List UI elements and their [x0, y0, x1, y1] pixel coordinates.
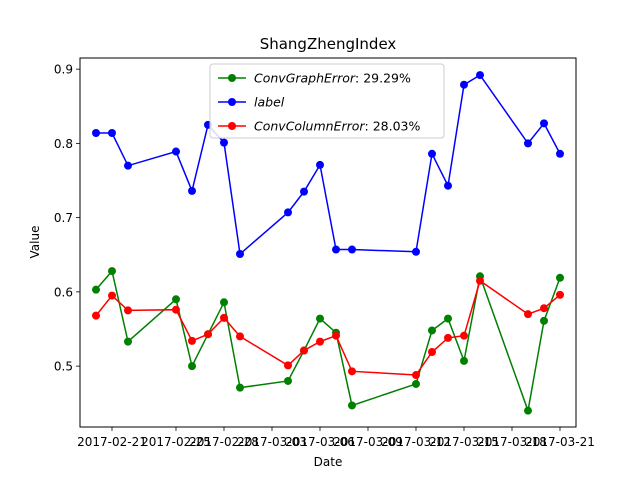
- y-tick-label: 0.8: [54, 137, 73, 151]
- x-tick-label: 2017-03-21: [525, 435, 595, 449]
- data-point: [348, 367, 356, 376]
- data-point: [236, 383, 244, 392]
- legend-item: label: [218, 95, 285, 110]
- x-tick-label: 2017-02-21: [77, 435, 147, 449]
- data-point: [236, 250, 244, 259]
- y-tick-label: 0.6: [54, 285, 73, 299]
- data-point: [172, 147, 180, 156]
- data-point: [108, 128, 116, 137]
- data-point: [444, 181, 452, 190]
- legend: ConvGraphError: 29.29% label ConvColumnErr…: [209, 63, 445, 139]
- data-point: [556, 149, 564, 158]
- y-tick-label: 0.9: [54, 63, 73, 77]
- data-point: [220, 313, 228, 322]
- data-point: [284, 361, 292, 370]
- data-point: [476, 276, 484, 285]
- x-axis-label: Date: [314, 455, 343, 469]
- data-point: [556, 273, 564, 282]
- x-tick-label: 2017-03-18: [477, 435, 547, 449]
- data-point: [428, 348, 436, 357]
- x-tick-label: 2017-02-28: [189, 435, 259, 449]
- x-tick-label: 2017-03-09: [333, 435, 403, 449]
- data-point: [316, 337, 324, 346]
- chart-title: ShangZhengIndex: [260, 35, 397, 53]
- data-point: [460, 331, 468, 340]
- axes-frame: [79, 57, 577, 428]
- legend-marker: [228, 74, 236, 82]
- data-point: [444, 333, 452, 342]
- data-point: [284, 208, 292, 217]
- data-point: [92, 128, 100, 137]
- y-axis-label: Value: [28, 226, 42, 259]
- data-point: [172, 305, 180, 314]
- x-tick-label: 2017-02-25: [141, 435, 211, 449]
- data-point: [236, 332, 244, 341]
- legend-item: ConvGraphError: 29.29%: [218, 71, 411, 86]
- data-point: [556, 290, 564, 299]
- legend-label: ConvGraphError: 29.29%: [254, 71, 411, 86]
- data-point: [540, 304, 548, 313]
- x-axis-ticks: 2017-02-212017-02-252017-02-282017-03-03…: [77, 427, 595, 449]
- data-point: [524, 406, 532, 415]
- x-tick-label: 2017-03-15: [429, 435, 499, 449]
- data-point: [92, 285, 100, 294]
- data-point: [204, 330, 212, 339]
- legend-label: ConvColumnError: 28.03%: [254, 119, 421, 134]
- y-axis-ticks: 0.5 0.6 0.7 0.8 0.9: [54, 63, 80, 374]
- series-1: [92, 71, 564, 259]
- series-layer: [92, 71, 564, 415]
- data-point: [524, 310, 532, 319]
- data-point: [412, 379, 420, 388]
- data-point: [412, 247, 420, 256]
- y-tick-label: 0.7: [54, 211, 73, 225]
- data-point: [124, 161, 132, 170]
- x-tick-label: 2017-03-03: [237, 435, 307, 449]
- legend-item: ConvColumnError: 28.03%: [218, 119, 421, 134]
- data-point: [524, 139, 532, 148]
- data-point: [284, 376, 292, 385]
- data-point: [300, 187, 308, 196]
- data-point: [348, 245, 356, 254]
- x-tick-label: 2017-03-12: [381, 435, 451, 449]
- data-point: [476, 71, 484, 80]
- data-point: [540, 119, 548, 128]
- data-point: [540, 316, 548, 325]
- data-point: [220, 138, 228, 147]
- legend-box: [209, 63, 445, 139]
- legend-label: label: [254, 95, 285, 110]
- data-point: [188, 186, 196, 195]
- data-point: [188, 336, 196, 345]
- x-tick-label: 2017-03-06: [285, 435, 355, 449]
- data-point: [316, 160, 324, 169]
- data-point: [460, 356, 468, 365]
- data-point: [172, 295, 180, 304]
- data-point: [124, 337, 132, 346]
- data-point: [428, 326, 436, 335]
- data-point: [348, 401, 356, 410]
- y-tick-label: 0.5: [54, 360, 73, 374]
- data-point: [412, 371, 420, 380]
- data-point: [124, 306, 132, 315]
- data-point: [316, 314, 324, 323]
- data-point: [460, 80, 468, 89]
- data-point: [92, 311, 100, 320]
- data-point: [332, 245, 340, 254]
- data-point: [108, 291, 116, 300]
- data-point: [332, 331, 340, 340]
- data-point: [300, 346, 308, 355]
- data-point: [108, 267, 116, 276]
- legend-marker: [228, 98, 236, 106]
- data-point: [220, 298, 228, 307]
- data-point: [428, 149, 436, 158]
- data-point: [188, 362, 196, 371]
- legend-marker: [228, 122, 236, 130]
- series-2: [92, 276, 564, 380]
- data-point: [444, 314, 452, 323]
